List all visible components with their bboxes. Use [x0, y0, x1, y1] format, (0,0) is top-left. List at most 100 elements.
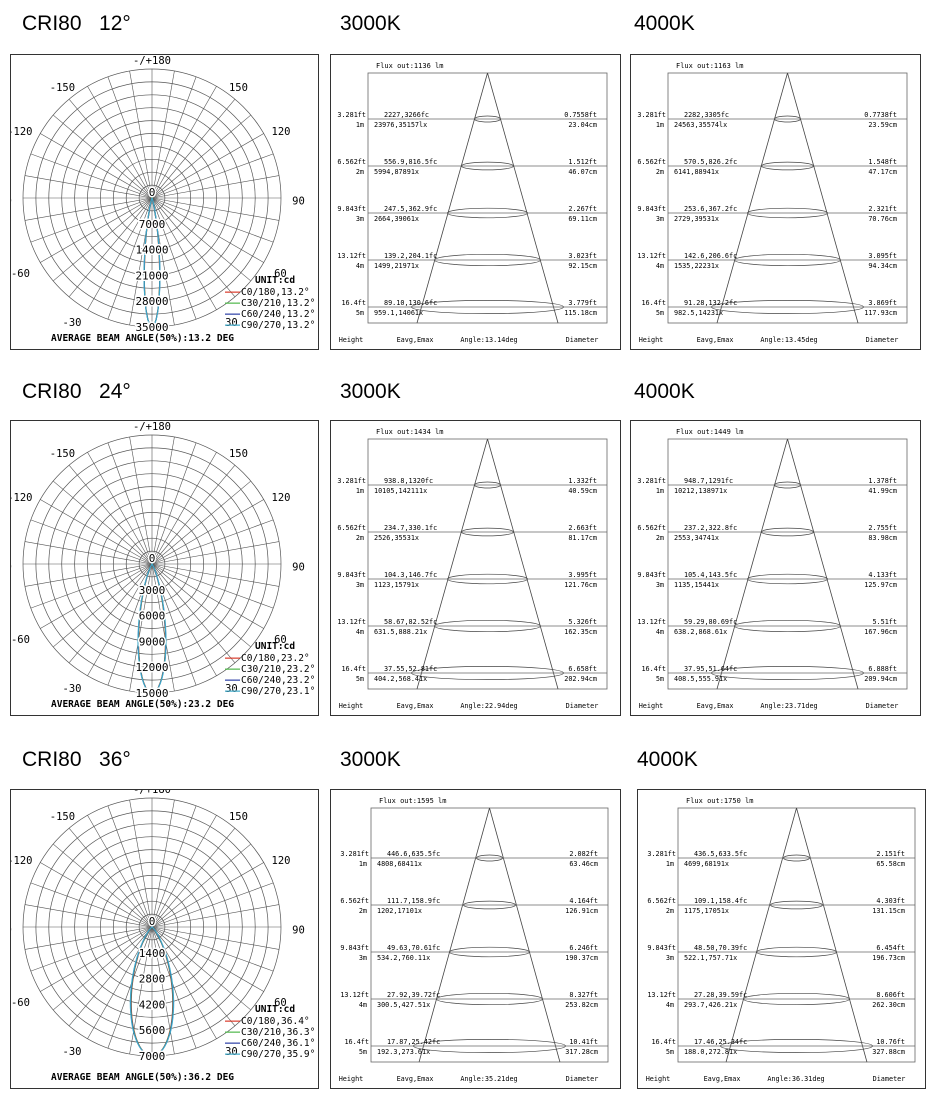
- illuminance-lx: 2664,39061x: [374, 215, 419, 223]
- diameter-ft: 2.321ft: [868, 205, 897, 213]
- polar-angle-label: 90: [292, 562, 305, 574]
- diameter-cm: 83.98cm: [868, 534, 897, 542]
- diameter-cm: 23.04cm: [568, 121, 597, 129]
- height-m: 2m: [356, 168, 364, 176]
- footer-diameter: Diameter: [866, 336, 899, 344]
- flux-out: Flux out:1136 lm: [376, 62, 443, 70]
- diameter-cm: 121.76cm: [564, 581, 597, 589]
- illuminance-lx: 534.2,760.11x: [377, 954, 430, 962]
- polar-ring-value: 7000: [139, 1050, 166, 1063]
- polar-spoke: [52, 114, 153, 199]
- diameter-ft: 10.41ft: [569, 1038, 598, 1046]
- polar-spoke: [151, 175, 280, 199]
- diameter-cm: 327.88cm: [872, 1048, 905, 1056]
- polar-spoke: [52, 843, 153, 928]
- footer-eavg: Eavg,Emax: [397, 336, 434, 344]
- legend-entry: C30/210,23.2°: [241, 664, 315, 675]
- illuminance-fc: 938.8,1320fc: [384, 477, 433, 485]
- polar-spoke: [68, 464, 153, 565]
- height-m: 2m: [356, 534, 364, 542]
- beam-ellipse: [413, 1039, 566, 1053]
- illuminance-fc: 89.10,130.6fc: [384, 299, 437, 307]
- beam-ellipse: [711, 300, 864, 314]
- polar-spoke: [151, 436, 175, 565]
- diameter-cm: 262.30cm: [872, 1001, 905, 1009]
- polar-unit: UNIT:cd: [255, 1004, 295, 1015]
- polar-spoke: [151, 197, 236, 298]
- height-ft: 13.12ft: [637, 618, 666, 626]
- polar-spoke: [68, 563, 153, 664]
- polar-spoke: [129, 563, 153, 692]
- polar-spoke: [151, 541, 280, 565]
- diameter-cm: 126.91cm: [565, 907, 598, 915]
- polar-ring-value: 28000: [135, 295, 168, 308]
- diameter-cm: 190.37cm: [565, 954, 598, 962]
- polar-spoke: [151, 563, 252, 648]
- polar-angle-label: 90: [292, 196, 305, 208]
- polar-spoke: [30, 882, 153, 928]
- illuminance-fc: 17.46,25.34fc: [694, 1038, 747, 1046]
- diameter-ft: 2.267ft: [568, 205, 597, 213]
- polar-spoke: [40, 197, 153, 263]
- polar-spoke: [151, 926, 197, 1049]
- polar-angle-label: -120: [11, 492, 32, 504]
- polar-spoke: [24, 904, 153, 928]
- cone-diagram: Flux out:1595 lm 3.281ft 1m 446.6,635.5fc 48…: [339, 797, 609, 1083]
- illuminance-lx: 2526,35531x: [374, 534, 419, 542]
- legend-entry: C60/240,23.2°: [241, 675, 315, 686]
- footer-diameter: Diameter: [566, 1075, 599, 1083]
- illuminance-lx: 959.1,14061x: [374, 309, 423, 317]
- cone-edge: [716, 438, 788, 690]
- polar-spoke: [30, 197, 153, 243]
- illuminance-fc: 37.55,52.81fc: [384, 665, 437, 673]
- height-ft: 9.843ft: [337, 205, 366, 213]
- diameter-ft: 1.378ft: [868, 477, 897, 485]
- diameter-ft: 0.7558ft: [564, 111, 597, 119]
- polar-spoke: [151, 563, 236, 664]
- footer-eavg: Eavg,Emax: [397, 1075, 434, 1083]
- beam-ellipse: [747, 573, 828, 585]
- illuminance-lx: 982.5,14231x: [674, 309, 723, 317]
- diameter-ft: 0.7738ft: [864, 111, 897, 119]
- polar-ring-value: 12000: [135, 661, 168, 674]
- beam-ellipse: [463, 900, 516, 910]
- illuminance-lx: 1175,17051x: [684, 907, 729, 915]
- height-ft: 3.281ft: [637, 477, 666, 485]
- average-beam-angle: AVERAGE BEAM ANGLE(50%):23.2 DEG: [51, 699, 234, 710]
- cone-panel: Flux out:1750 lm 3.281ft 1m 436.5,633.5fc 46…: [637, 789, 926, 1089]
- diameter-ft: 8.606ft: [876, 991, 905, 999]
- average-beam-angle: AVERAGE BEAM ANGLE(50%):13.2 DEG: [51, 333, 234, 344]
- polar-unit: UNIT:cd: [255, 641, 295, 652]
- footer-diameter: Diameter: [866, 702, 899, 710]
- beam-ellipse: [461, 161, 514, 171]
- legend-entry: C60/240,13.2°: [241, 309, 315, 320]
- polar-angle-label: 150: [229, 811, 248, 823]
- cone-frame: [370, 807, 609, 1063]
- diameter-ft: 3.779ft: [568, 299, 597, 307]
- intensity-curve: [129, 926, 175, 1057]
- polar-spoke: [151, 197, 197, 320]
- beam-ellipse: [743, 992, 850, 1006]
- illuminance-fc: 49.63,70.61fc: [387, 944, 440, 952]
- beam-ellipse: [734, 253, 841, 267]
- illuminance-fc: 27.28,39.59fc: [694, 991, 747, 999]
- footer-height: Height: [639, 702, 664, 710]
- height-m: 1m: [359, 860, 367, 868]
- illuminance-lx: 6141,88941x: [674, 168, 719, 176]
- height-ft: 16.4ft: [651, 1038, 676, 1046]
- polar-spoke: [87, 815, 153, 928]
- illuminance-lx: 1135,15441x: [674, 581, 719, 589]
- legend-entry: C90/270,13.2°: [241, 320, 315, 331]
- polar-angle-label: 120: [272, 126, 291, 138]
- height-ft: 3.281ft: [337, 111, 366, 119]
- illuminance-fc: 58.67,82.52fc: [384, 618, 437, 626]
- height-ft: 6.562ft: [337, 158, 366, 166]
- polar-angle-label: -60: [11, 268, 30, 280]
- row-label-3000k: 3000K: [340, 748, 401, 771]
- beam-ellipse: [774, 481, 801, 489]
- polar-angle-label: -90: [11, 925, 12, 937]
- polar-ring-value: 0: [149, 552, 156, 565]
- polar-spoke: [40, 563, 153, 629]
- legend-entry: C30/210,13.2°: [241, 298, 315, 309]
- row-label-cri: CRI80 12°: [22, 12, 131, 35]
